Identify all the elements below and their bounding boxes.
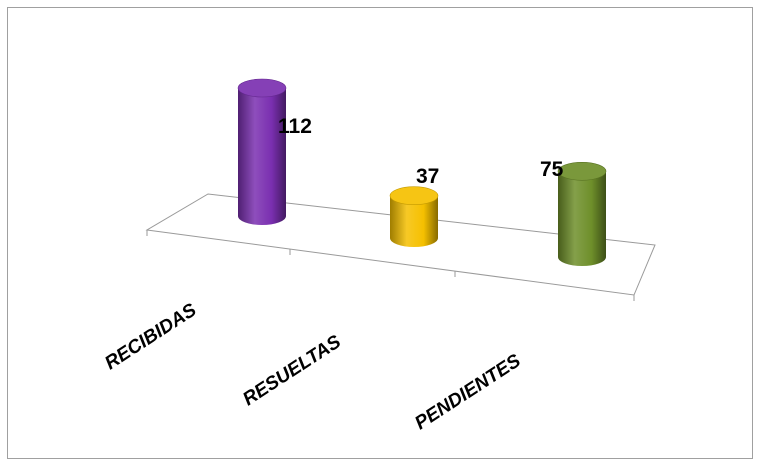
bar-top — [389, 186, 439, 206]
bar-body — [238, 88, 286, 225]
bars-group — [237, 78, 607, 266]
bar-body — [390, 195, 438, 247]
chart-floor — [145, 193, 656, 296]
data-label-resueltas: 37 — [416, 165, 439, 188]
category-label-recibidas: RECIBIDAS — [101, 299, 200, 374]
data-label-recibidas: 112 — [278, 115, 312, 138]
data-labels-group: 112 37 75 — [278, 115, 564, 188]
bar-body — [558, 171, 606, 266]
bar-resueltas — [389, 186, 439, 247]
category-label-pendientes: PENDIENTES — [411, 350, 525, 434]
category-label-resueltas: RESUELTAS — [239, 331, 345, 410]
chart-frame — [7, 7, 753, 459]
data-label-pendientes: 75 — [540, 158, 564, 181]
category-labels-group: RECIBIDAS RESUELTAS PENDIENTES — [101, 299, 525, 434]
axis-ticks — [146, 230, 635, 301]
bar-recibidas — [237, 78, 287, 225]
bar-top — [557, 161, 607, 181]
bar-pendientes — [557, 161, 607, 266]
bar-top — [237, 78, 287, 98]
